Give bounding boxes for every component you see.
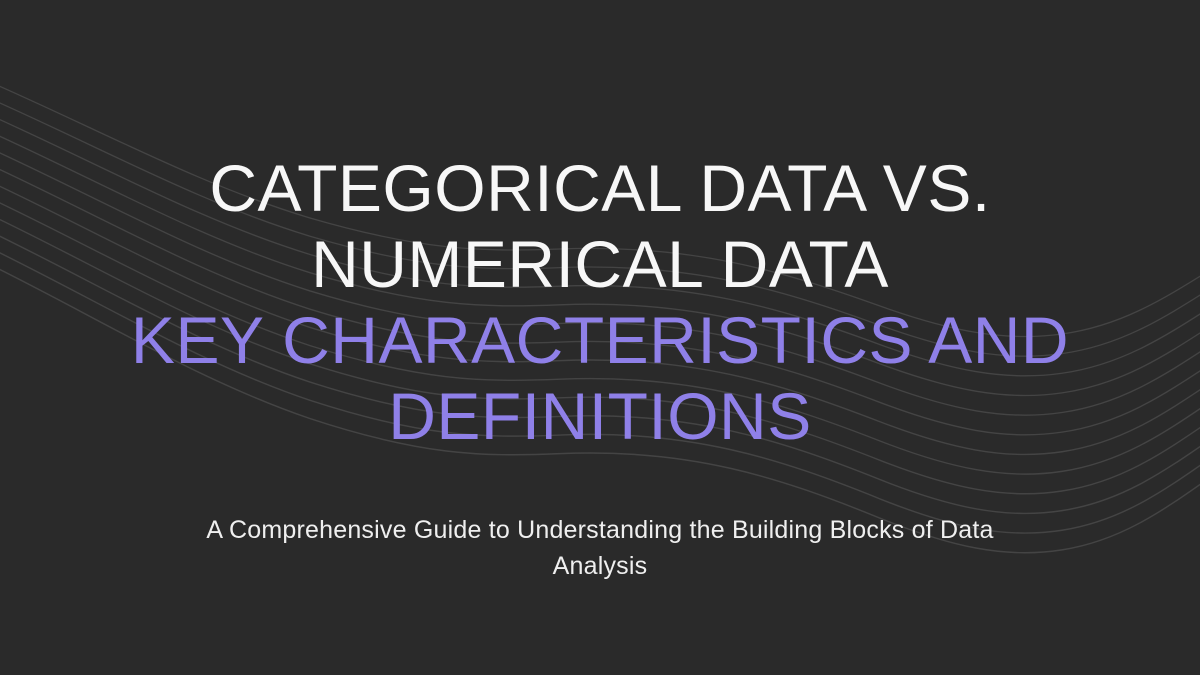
slide-title: CATEGORICAL DATA VS. NUMERICAL DATA (209, 150, 990, 302)
slide-description: A Comprehensive Guide to Understanding t… (206, 512, 993, 584)
title-line-2: NUMERICAL DATA (311, 227, 889, 301)
description-line-1: A Comprehensive Guide to Understanding t… (206, 516, 994, 544)
title-line-1: CATEGORICAL DATA VS. (209, 151, 991, 225)
highlight-line-2: DEFINITIONS (388, 379, 812, 453)
description-line-2: Analysis (552, 552, 648, 580)
slide-subtitle-highlight: KEY CHARACTERISTICS AND DEFINITIONS (131, 302, 1069, 454)
highlight-line-1: KEY CHARACTERISTICS AND (130, 303, 1070, 377)
